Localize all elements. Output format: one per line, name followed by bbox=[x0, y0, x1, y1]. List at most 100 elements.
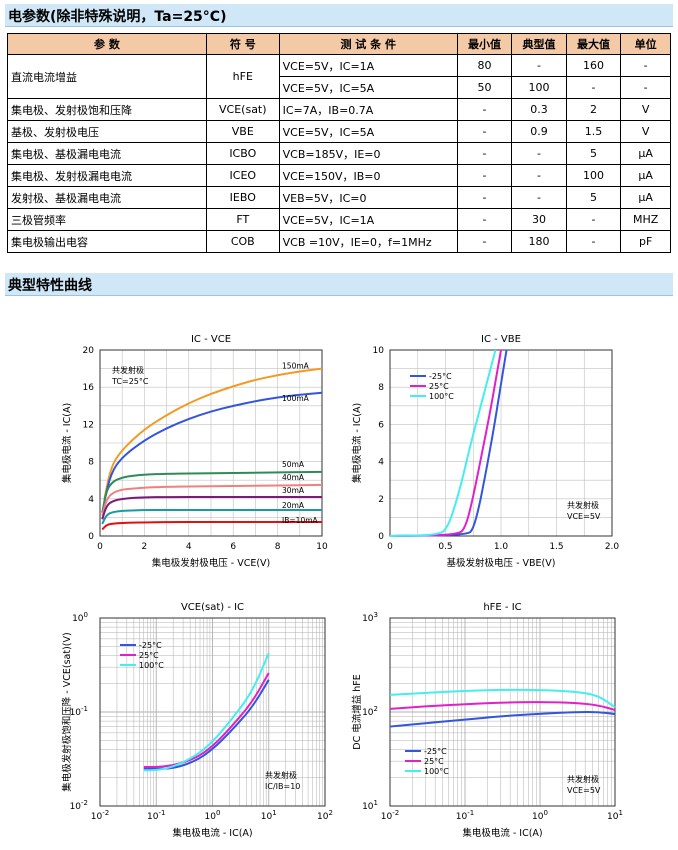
cell-max: - bbox=[565, 76, 622, 99]
annotation-text: 共发射极 bbox=[567, 500, 599, 510]
cell-unit: V bbox=[620, 98, 671, 121]
table-row: VCE=5V，IC=5A 50 100- - bbox=[8, 76, 671, 99]
table-row: 集电极、发射极漏电电流 ICEO VCE=150V，IB=0- -100 μA bbox=[7, 164, 671, 187]
cell-min: 50 bbox=[456, 76, 513, 99]
x-tick-label: 101 bbox=[607, 809, 623, 822]
table-header-row: 参 数 符 号 测 试 条 件 最小值 典型值 最大值 单位 bbox=[7, 33, 671, 55]
x-tick-label: 100 bbox=[205, 809, 221, 822]
cell-cond: VCB=185V，IE=0 bbox=[278, 142, 458, 165]
x-tick-label: 10-2 bbox=[381, 809, 399, 822]
y-tick-label: 102 bbox=[362, 705, 378, 718]
legend-label: 100°C bbox=[139, 661, 164, 670]
x-tick-label: 102 bbox=[317, 809, 333, 822]
section-header-electrical: 电参数(除非特殊说明，Ta=25°C) bbox=[5, 4, 673, 27]
cell-symbol: FT bbox=[205, 208, 280, 231]
series-line-25C bbox=[143, 672, 270, 768]
annotation-text: TC=25°C bbox=[111, 377, 149, 386]
chart-hfe-ic: 10-2 10-1 100 101 101 102 103 hFE - IC 集电极电流 - I… bbox=[351, 602, 623, 839]
cell-param: 集电极、基极漏电电流 bbox=[7, 142, 207, 165]
cell-max: 2 bbox=[565, 98, 622, 121]
series-line-25C bbox=[389, 710, 616, 728]
col-header: 典型值 bbox=[511, 33, 567, 55]
cell-symbol: VCE(sat) bbox=[205, 98, 280, 121]
cell-typ: - bbox=[511, 164, 567, 187]
cell-symbol: VBE bbox=[205, 120, 280, 143]
annotation-text: IC/IB=10 bbox=[265, 782, 300, 791]
cell-min: - bbox=[456, 186, 513, 209]
y-axis-label: 集电极电流 - IC(A) bbox=[61, 403, 73, 483]
cell-cond: VCE=5V，IC=5A bbox=[278, 120, 458, 143]
x-tick-label: 100 bbox=[532, 809, 548, 822]
x-axis-label: 集电极发射极电压 - VCE(V) bbox=[152, 557, 271, 569]
series-line-25C bbox=[389, 701, 616, 711]
y-tick-label: 4 bbox=[378, 458, 384, 468]
cell-max: - bbox=[565, 230, 622, 253]
cell-max: 1.5 bbox=[565, 120, 622, 143]
x-tick-label: 0 bbox=[387, 542, 393, 552]
curve-label: 40mA bbox=[282, 473, 305, 482]
table-row: 三极管频率 FT VCE=5V，IC=1A -30- MHZ bbox=[7, 208, 671, 231]
cell-typ: - bbox=[511, 186, 567, 209]
chart-title: IC - VBE bbox=[481, 334, 521, 345]
cell-typ: 100 bbox=[511, 76, 567, 99]
cell-unit: pF bbox=[620, 230, 671, 253]
cell-max: 5 bbox=[565, 186, 622, 209]
x-tick-label: 0 bbox=[97, 542, 103, 552]
cell-param: 直流电流增益 bbox=[7, 54, 207, 99]
cell-typ: - bbox=[511, 54, 567, 77]
col-header: 单位 bbox=[620, 33, 671, 55]
series-line-100C bbox=[389, 688, 616, 709]
chart-title: hFE - IC bbox=[483, 602, 521, 613]
legend-label: 100°C bbox=[429, 392, 454, 401]
y-tick-label: 0 bbox=[378, 532, 384, 542]
series-line-50mA bbox=[101, 470, 323, 513]
x-tick-label: 2.0 bbox=[605, 542, 620, 552]
cell-cond: VCE=5V，IC=5A bbox=[278, 76, 458, 99]
x-tick-label: 1.5 bbox=[549, 542, 563, 552]
curve-label: IB=10mA bbox=[282, 516, 318, 525]
col-header: 参 数 bbox=[7, 33, 207, 55]
cell-param: 三极管频率 bbox=[7, 208, 207, 231]
y-tick-label: 16 bbox=[83, 383, 95, 393]
series-line-150mA bbox=[103, 367, 323, 500]
annotation-text: 共发射极 bbox=[265, 770, 297, 780]
cell-unit: - bbox=[620, 54, 671, 77]
cell-max: 5 bbox=[565, 142, 622, 165]
cell-param: 集电极、发射极漏电电流 bbox=[7, 164, 207, 187]
cell-typ: 30 bbox=[511, 208, 567, 231]
chart-ic-vbe: 0 0.5 1.0 1.5 2.0 0 2 4 6 8 10 IC - VBE 基极发射极电压 - VB… bbox=[351, 334, 620, 569]
series-line-25C bbox=[389, 349, 502, 537]
cell-max: 160 bbox=[565, 54, 622, 77]
cell-param: 集电极输出电容 bbox=[7, 230, 207, 253]
y-axis-label: 集电极发射极饱和压降 - VCE(sat)(V) bbox=[61, 632, 73, 791]
y-tick-label: 2 bbox=[378, 495, 384, 505]
annotation-text: 共发射极 bbox=[112, 365, 144, 375]
col-header: 测 试 条 件 bbox=[278, 33, 458, 55]
series-line-100C bbox=[389, 349, 497, 537]
cell-min: - bbox=[456, 142, 513, 165]
cell-param: 集电极、发射极饱和压降 bbox=[7, 98, 207, 121]
legend-label: 25°C bbox=[139, 651, 159, 660]
curve-label: 30mA bbox=[282, 486, 305, 495]
y-tick-label: 8 bbox=[88, 458, 94, 468]
legend-label: 25°C bbox=[424, 757, 444, 766]
cell-unit: MHZ bbox=[620, 208, 671, 231]
cell-cond: VEB=5V，IC=0 bbox=[278, 186, 458, 209]
y-tick-label: 103 bbox=[362, 611, 378, 624]
cell-min: - bbox=[456, 120, 513, 143]
y-tick-label: 4 bbox=[88, 495, 94, 505]
y-tick-label: 0 bbox=[88, 532, 94, 542]
cell-cond: IC=7A，IB=0.7A bbox=[278, 98, 458, 121]
legend-label: -25°C bbox=[139, 641, 162, 650]
spec-table: 参 数 符 号 测 试 条 件 最小值 典型值 最大值 单位 直流电流增益 hFE… bbox=[7, 33, 671, 253]
x-tick-label: 10-1 bbox=[147, 809, 165, 822]
cell-min: - bbox=[456, 208, 513, 231]
cell-cond: VCE=5V，IC=1A bbox=[278, 208, 458, 231]
section-header-curves: 典型特性曲线 bbox=[5, 273, 673, 296]
x-tick-label: 1.0 bbox=[494, 542, 509, 552]
curve-label: 150mA bbox=[282, 361, 310, 370]
plot-frame bbox=[389, 617, 616, 807]
y-tick-label: 100 bbox=[72, 611, 88, 624]
y-axis-label: DC 电流增益 hFE bbox=[351, 674, 363, 749]
